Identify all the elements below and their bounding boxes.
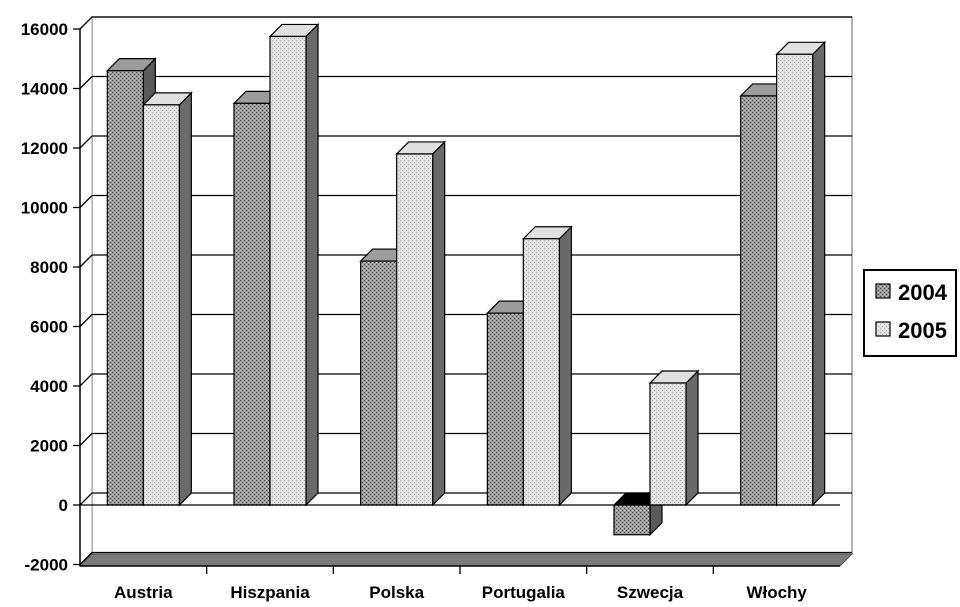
bar-front bbox=[649, 382, 687, 506]
bar-front bbox=[233, 102, 271, 506]
legend-swatch bbox=[875, 283, 891, 299]
y-tick-label: 8000 bbox=[30, 258, 68, 277]
category-label: Portugalia bbox=[482, 583, 566, 602]
category-label: Włochy bbox=[746, 583, 807, 602]
bar-front bbox=[396, 153, 434, 506]
bars bbox=[105, 22, 827, 537]
side-wall bbox=[79, 15, 93, 568]
gridline bbox=[79, 194, 852, 208]
bar-side bbox=[178, 91, 192, 507]
y-tick-label: 0 bbox=[59, 496, 68, 515]
y-tick-label: 10000 bbox=[21, 199, 68, 218]
bar-side bbox=[305, 22, 319, 507]
bar-side bbox=[558, 225, 572, 507]
gridline bbox=[79, 254, 852, 268]
bar-front bbox=[269, 35, 307, 506]
gridline bbox=[79, 135, 852, 149]
category-label: Szwecja bbox=[617, 583, 684, 602]
bar-front bbox=[522, 238, 560, 506]
gridline bbox=[79, 432, 852, 446]
bar bbox=[775, 40, 827, 507]
bar-front bbox=[106, 70, 144, 506]
plot-walls bbox=[78, 15, 854, 568]
legend-swatch bbox=[875, 321, 891, 337]
legend-label: 2004 bbox=[898, 280, 948, 305]
gridline bbox=[79, 75, 852, 89]
bar bbox=[521, 225, 573, 507]
category-label: Hiszpania bbox=[230, 583, 310, 602]
bar bbox=[141, 91, 193, 507]
category-label: Polska bbox=[369, 583, 424, 602]
y-tick-label: 2000 bbox=[30, 437, 68, 456]
bar bbox=[268, 22, 320, 507]
bar-front bbox=[740, 95, 778, 506]
bar-side bbox=[432, 140, 446, 507]
bar-front bbox=[360, 260, 398, 506]
gridline bbox=[79, 492, 852, 506]
bar-side bbox=[812, 40, 826, 507]
y-tick-label: 12000 bbox=[21, 139, 68, 158]
gridline bbox=[79, 551, 852, 565]
gridlines bbox=[79, 16, 852, 565]
bar-front bbox=[142, 104, 180, 506]
gridline bbox=[79, 373, 852, 387]
bar-side bbox=[685, 369, 699, 507]
category-label: Austria bbox=[114, 583, 173, 602]
y-tick-label: 6000 bbox=[30, 318, 68, 337]
bar-front bbox=[613, 504, 651, 536]
y-tick-label: -2000 bbox=[25, 556, 68, 575]
y-tick-label: 14000 bbox=[21, 80, 68, 99]
legend: 2004 2005 bbox=[863, 269, 957, 357]
bar-front bbox=[486, 312, 524, 506]
bar bbox=[395, 140, 447, 507]
axes: -2000 0 2000 4000 6000 8000 10000 12000 14000 160… bbox=[21, 20, 840, 602]
legend-label: 2005 bbox=[898, 318, 947, 343]
bar-front bbox=[776, 53, 814, 506]
gridline bbox=[79, 16, 852, 30]
y-tick-label: 16000 bbox=[21, 20, 68, 39]
y-tick-label: 4000 bbox=[30, 377, 68, 396]
gridline bbox=[79, 313, 852, 327]
floor bbox=[78, 553, 854, 567]
back-wall bbox=[91, 16, 853, 555]
bar bbox=[648, 369, 700, 507]
